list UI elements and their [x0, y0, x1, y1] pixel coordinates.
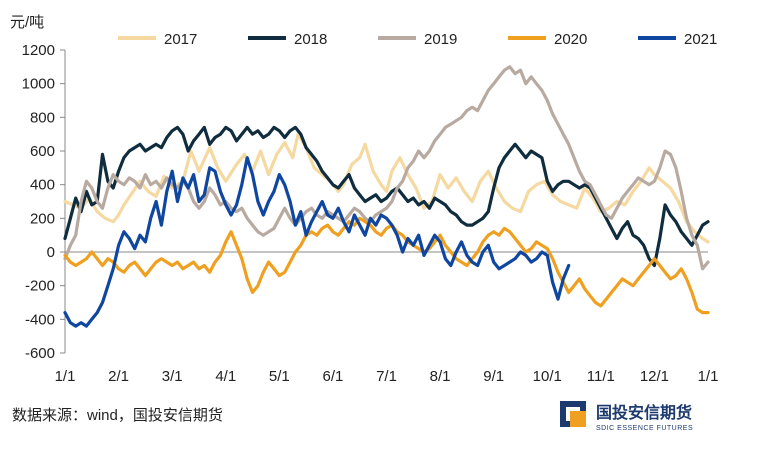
legend: 2017 2018 2019 2020 2021 — [118, 31, 717, 48]
series-group — [63, 65, 710, 328]
legend-label-2017: 2017 — [164, 31, 197, 48]
x-tick-label: 7/1 — [376, 368, 397, 385]
y-tick-label: 1200 — [22, 42, 55, 59]
y-tick-label: 0 — [47, 244, 55, 261]
legend-label-2019: 2019 — [424, 31, 457, 48]
x-ticks: 1/1 2/1 3/1 4/1 5/1 6/1 7/1 8/1 9/1 10/1 11/1 12/1 1… — [55, 368, 719, 385]
y-ticks: -600 -400 -200 0 200 400 600 800 1000 1200 — [22, 42, 708, 362]
legend-label-2021: 2021 — [684, 31, 717, 48]
x-tick-label: 12/1 — [640, 368, 669, 385]
y-unit-label: 元/吨 — [10, 14, 44, 31]
series-line-2020 — [63, 216, 710, 315]
x-tick-label: 5/1 — [269, 368, 290, 385]
x-tick-label: 6/1 — [322, 368, 343, 385]
legend-label-2018: 2018 — [294, 31, 327, 48]
y-tick-label: -200 — [25, 278, 55, 295]
x-tick-label: 1/1 — [55, 368, 76, 385]
brand-name-en: SDIC ESSENCE FUTURES — [596, 425, 693, 432]
y-tick-label: -400 — [25, 311, 55, 328]
x-tick-label: 4/1 — [215, 368, 236, 385]
legend-label-2020: 2020 — [554, 31, 587, 48]
x-tick-label: 3/1 — [162, 368, 183, 385]
series-line-2019 — [63, 65, 710, 271]
series-line-2018 — [63, 125, 710, 268]
y-tick-label: 200 — [30, 210, 55, 227]
source-text: 数据来源：wind，国投安信期货 — [12, 407, 223, 424]
y-tick-label: -600 — [25, 345, 55, 362]
x-tick-label: 1/1 — [698, 368, 719, 385]
y-tick-label: 1000 — [22, 76, 55, 93]
x-tick-label: 8/1 — [430, 368, 451, 385]
y-tick-label: 800 — [30, 109, 55, 126]
x-tick-label: 2/1 — [108, 368, 129, 385]
x-tick-label: 10/1 — [533, 368, 562, 385]
y-tick-label: 600 — [30, 143, 55, 160]
x-tick-label: 9/1 — [483, 368, 504, 385]
y-tick-label: 400 — [30, 177, 55, 194]
brand-logo-accent-2 — [570, 411, 586, 427]
brand-logo: 国投安信期货 SDIC ESSENCE FUTURES — [560, 401, 693, 432]
series-line-2021 — [63, 156, 571, 328]
brand-name-cn: 国投安信期货 — [596, 403, 692, 422]
x-tick-label: 11/1 — [587, 368, 615, 385]
